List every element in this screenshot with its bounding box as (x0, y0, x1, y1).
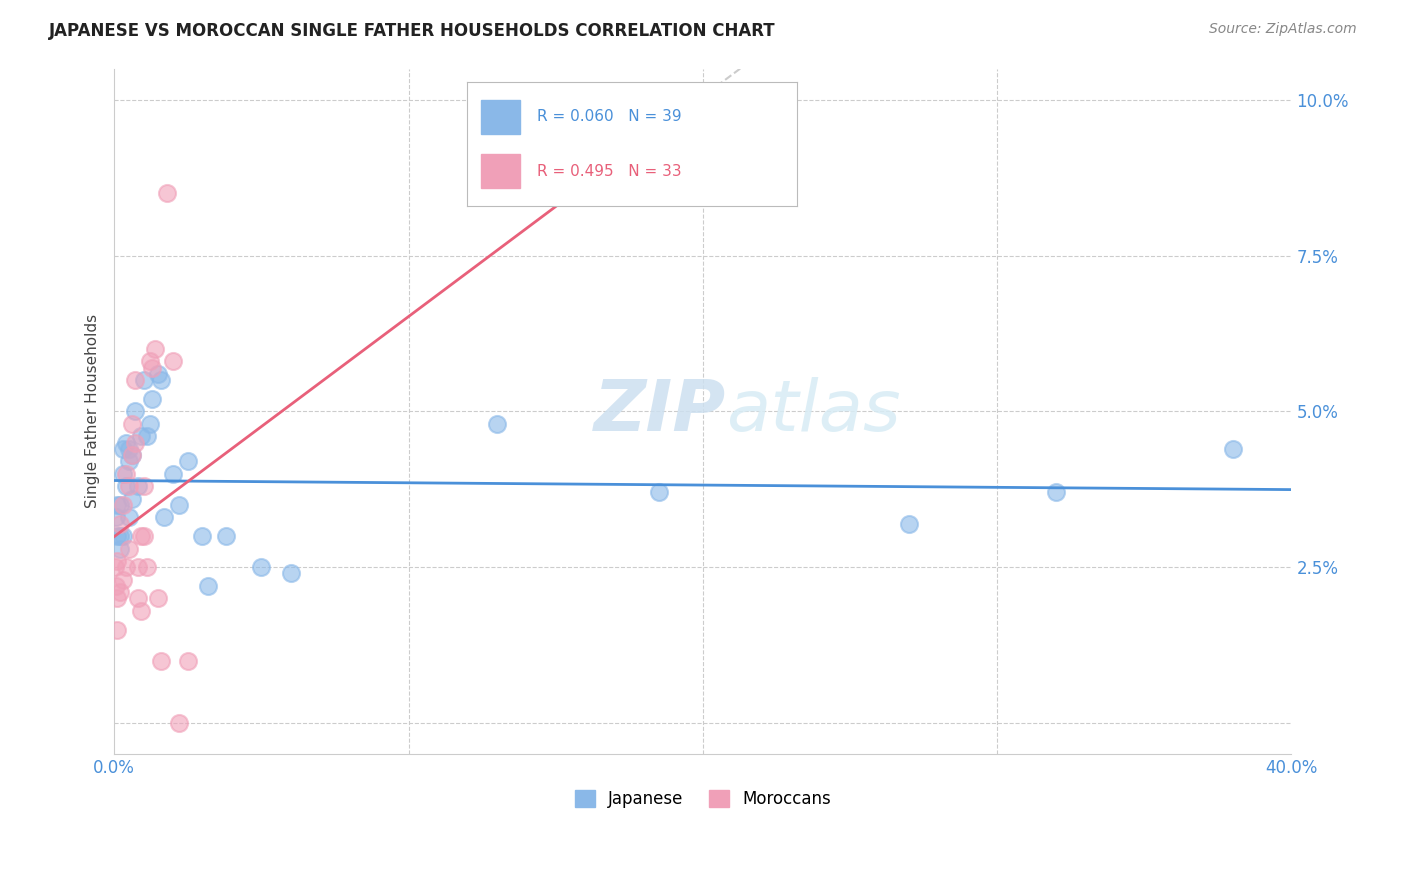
Point (124, 404, 146, 418)
Point (104, 510, 127, 524)
Point (104, 560, 127, 574)
Point (129, 429, 152, 443)
Point (135, 429, 157, 443)
Point (132, 529, 155, 543)
Point (127, 479, 149, 493)
Point (167, 498, 190, 512)
Point (148, 367, 170, 381)
Point (138, 354, 160, 368)
Point (108, 498, 131, 512)
Point (647, 485, 669, 500)
Point (153, 510, 176, 524)
Point (197, 579, 219, 593)
Point (1222, 442, 1244, 456)
Point (129, 604, 152, 618)
Point (115, 560, 138, 574)
Point (132, 479, 155, 493)
Point (141, 392, 163, 406)
Text: atlas: atlas (727, 376, 901, 446)
Text: JAPANESE VS MOROCCAN SINGLE FATHER HOUSEHOLDS CORRELATION CHART: JAPANESE VS MOROCCAN SINGLE FATHER HOUSE… (49, 22, 776, 40)
Point (118, 479, 141, 493)
Point (150, 654, 173, 668)
Point (108, 585, 131, 599)
Point (105, 554, 128, 568)
Point (115, 467, 138, 481)
Point (105, 529, 128, 543)
Point (167, 716, 190, 731)
Point (105, 498, 128, 512)
Point (118, 510, 141, 524)
Point (215, 529, 238, 543)
Point (105, 623, 128, 637)
Point (138, 417, 160, 431)
Point (108, 541, 131, 556)
Point (118, 541, 141, 556)
Point (148, 591, 170, 606)
Point (121, 417, 143, 431)
Point (127, 591, 149, 606)
Point (105, 591, 128, 606)
Point (280, 566, 302, 581)
Point (118, 454, 141, 468)
Legend: Japanese, Moroccans: Japanese, Moroccans (568, 783, 838, 814)
Point (897, 516, 920, 531)
Point (121, 491, 143, 506)
Text: Source: ZipAtlas.com: Source: ZipAtlas.com (1209, 22, 1357, 37)
Point (485, 417, 508, 431)
Point (111, 442, 134, 456)
Point (150, 373, 173, 387)
Point (121, 448, 143, 462)
Text: ZIP: ZIP (595, 376, 727, 446)
Point (1045, 485, 1067, 500)
Point (111, 529, 134, 543)
Point (135, 560, 157, 574)
Point (118, 442, 141, 456)
Point (145, 342, 167, 356)
Point (156, 186, 179, 201)
Point (121, 448, 143, 462)
Point (115, 479, 138, 493)
Point (127, 560, 149, 574)
Point (191, 529, 214, 543)
Point (115, 435, 138, 450)
Point (108, 529, 131, 543)
Point (111, 498, 134, 512)
Point (104, 579, 127, 593)
Point (108, 516, 131, 531)
Point (162, 354, 184, 368)
Point (111, 573, 134, 587)
Point (132, 373, 155, 387)
Point (177, 454, 200, 468)
Point (141, 360, 163, 375)
Point (177, 654, 200, 668)
Point (124, 373, 146, 387)
Y-axis label: Single Father Households: Single Father Households (86, 314, 100, 508)
Point (129, 529, 152, 543)
Point (111, 467, 134, 481)
Point (124, 435, 146, 450)
Point (250, 560, 273, 574)
Point (162, 467, 184, 481)
